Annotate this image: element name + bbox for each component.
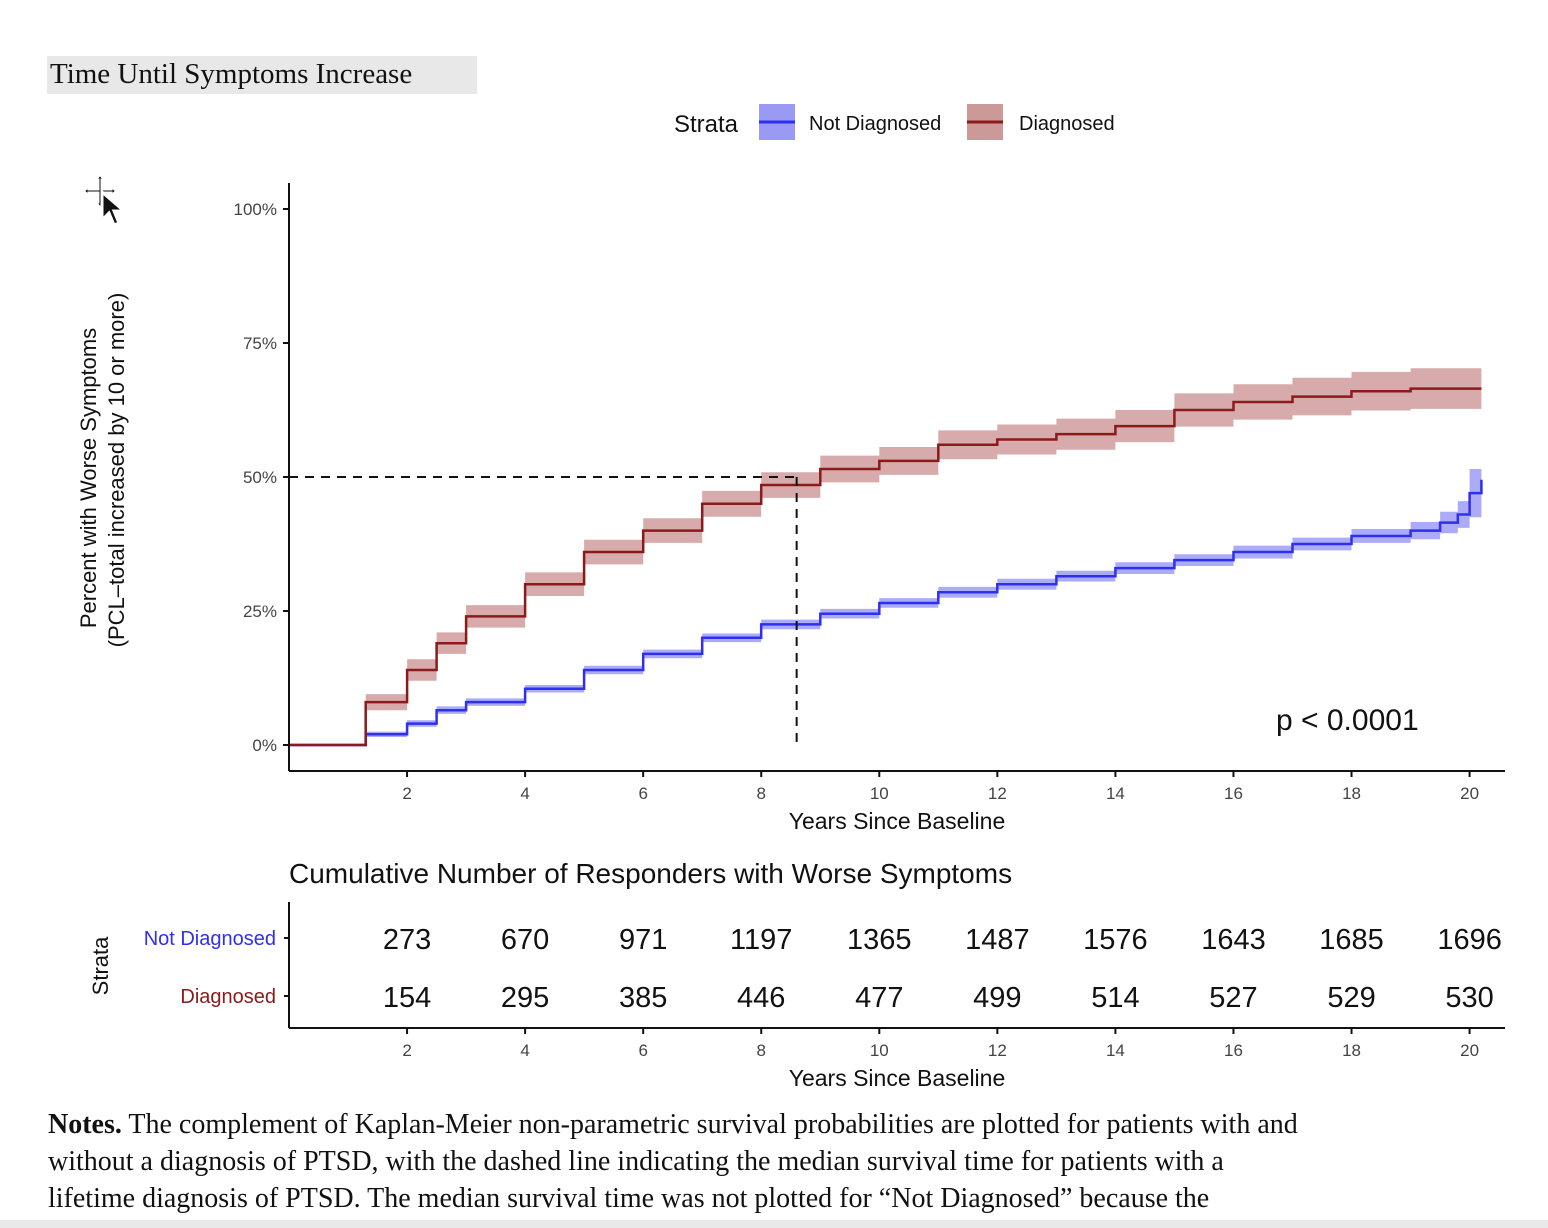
confidence-band-diagnosed <box>289 367 1482 745</box>
risk-table-x-tick-label: 16 <box>1224 1041 1243 1060</box>
x-ticks: 2 4 6 8 10 12 14 16 18 20 <box>402 771 1479 803</box>
legend-title: Strata <box>674 111 739 138</box>
risk-table-x-tick-label: 6 <box>638 1041 647 1060</box>
x-tick-label: 20 <box>1460 784 1479 803</box>
risk-table-x-tick-label: 14 <box>1106 1041 1125 1060</box>
y-tick-label: 75% <box>243 334 277 353</box>
risk-table-x-tick-label: 12 <box>988 1041 1007 1060</box>
x-axis-label: Years Since Baseline <box>789 808 1006 834</box>
risk-table-cell: 1487 <box>965 924 1030 956</box>
risk-table: Cumulative Number of Responders with Wor… <box>88 858 1505 1091</box>
risk-table-cell: 477 <box>855 982 903 1014</box>
survival-chart: Strata Not Diagnosed Diagnosed Percent w… <box>76 104 1505 834</box>
bottom-scroll-strip <box>0 1220 1548 1228</box>
risk-table-cell: 154 <box>383 982 431 1014</box>
risk-table-cell: 1643 <box>1201 924 1266 956</box>
p-value-annotation: p < 0.0001 <box>1276 704 1419 737</box>
move-cursor-icon <box>80 171 129 227</box>
x-tick-label: 2 <box>402 784 411 803</box>
risk-table-x-tick-label: 18 <box>1342 1041 1361 1060</box>
risk-table-cell: 1197 <box>730 924 792 956</box>
y-ticks: 0% 25% 50% 75% 100% <box>234 200 289 755</box>
risk-table-row-label: Not Diagnosed <box>144 928 276 950</box>
notes-line-3: lifetime diagnosis of PTSD. The median s… <box>48 1183 1210 1214</box>
series-line-diagnosed <box>289 387 1482 747</box>
risk-table-x-tick-label: 2 <box>402 1041 411 1060</box>
y-tick-label: 25% <box>243 602 277 621</box>
risk-table-strata-label: Strata <box>88 936 113 995</box>
risk-table-cell: 1365 <box>847 924 912 956</box>
risk-table-cell: 446 <box>737 982 785 1014</box>
risk-table-cell: 1685 <box>1319 924 1384 956</box>
risk-table-cell: 273 <box>383 924 431 956</box>
risk-table-cell: 499 <box>973 982 1021 1014</box>
risk-table-cell: 1696 <box>1437 924 1502 956</box>
x-tick-label: 4 <box>520 784 529 803</box>
risk-table-x-axis-label: Years Since Baseline <box>789 1065 1006 1091</box>
risk-table-x-ticks: 2 4 6 8 10 12 14 16 18 20 <box>402 1028 1479 1060</box>
risk-table-rows: Not Diagnosed 273 670 971 1197 1365 1487 1576 16… <box>144 924 1502 1014</box>
x-tick-label: 16 <box>1224 784 1243 803</box>
risk-table-x-tick-label: 8 <box>756 1041 765 1060</box>
title-background <box>47 56 477 94</box>
risk-table-x-tick-label: 4 <box>520 1041 529 1060</box>
y-axis-label-secondary: (PCL–total increased by 10 or more) <box>104 293 129 648</box>
y-tick-label: 100% <box>234 200 277 219</box>
legend-label-diagnosed: Diagnosed <box>1019 113 1115 135</box>
risk-table-cell: 529 <box>1327 982 1375 1014</box>
x-tick-label: 10 <box>870 784 889 803</box>
x-tick-label: 8 <box>756 784 765 803</box>
risk-table-cell: 527 <box>1209 982 1257 1014</box>
risk-table-cell: 670 <box>501 924 549 956</box>
x-tick-label: 6 <box>638 784 647 803</box>
notes-line-1-text: The complement of Kaplan-Meier non-param… <box>121 1109 1298 1140</box>
y-axis-label: Percent with Worse Symptoms <box>76 328 101 628</box>
risk-table-cell: 514 <box>1091 982 1139 1014</box>
confidence-band-not-diagnosed <box>289 439 1482 745</box>
risk-table-title: Cumulative Number of Responders with Wor… <box>289 858 1012 889</box>
legend-label-not-diagnosed: Not Diagnosed <box>809 113 941 135</box>
risk-table-x-tick-label: 20 <box>1460 1041 1479 1060</box>
risk-table-cell: 295 <box>501 982 549 1014</box>
risk-table-cell: 1576 <box>1083 924 1148 956</box>
series-line-not-diagnosed <box>289 479 1483 747</box>
legend: Strata Not Diagnosed Diagnosed <box>674 104 1115 140</box>
notes-line-2: without a diagnosis of PTSD, with the da… <box>48 1146 1224 1177</box>
page-title: Time Until Symptoms Increase <box>50 58 413 90</box>
risk-table-cell: 971 <box>619 924 667 956</box>
x-tick-label: 18 <box>1342 784 1361 803</box>
risk-table-x-tick-label: 10 <box>870 1041 889 1060</box>
notes-paragraph: Notes. The complement of Kaplan-Meier no… <box>48 1106 1538 1217</box>
notes-label: Notes. <box>48 1109 122 1140</box>
risk-table-cell: 385 <box>619 982 667 1014</box>
y-tick-label: 50% <box>243 468 277 487</box>
plot-area <box>289 367 1483 747</box>
x-tick-label: 14 <box>1106 784 1125 803</box>
y-tick-label: 0% <box>252 736 277 755</box>
risk-table-cell: 530 <box>1445 982 1493 1014</box>
x-tick-label: 12 <box>988 784 1007 803</box>
notes-line-1: Notes. The complement of Kaplan-Meier no… <box>48 1106 1538 1143</box>
risk-table-row-label: Diagnosed <box>180 986 276 1008</box>
